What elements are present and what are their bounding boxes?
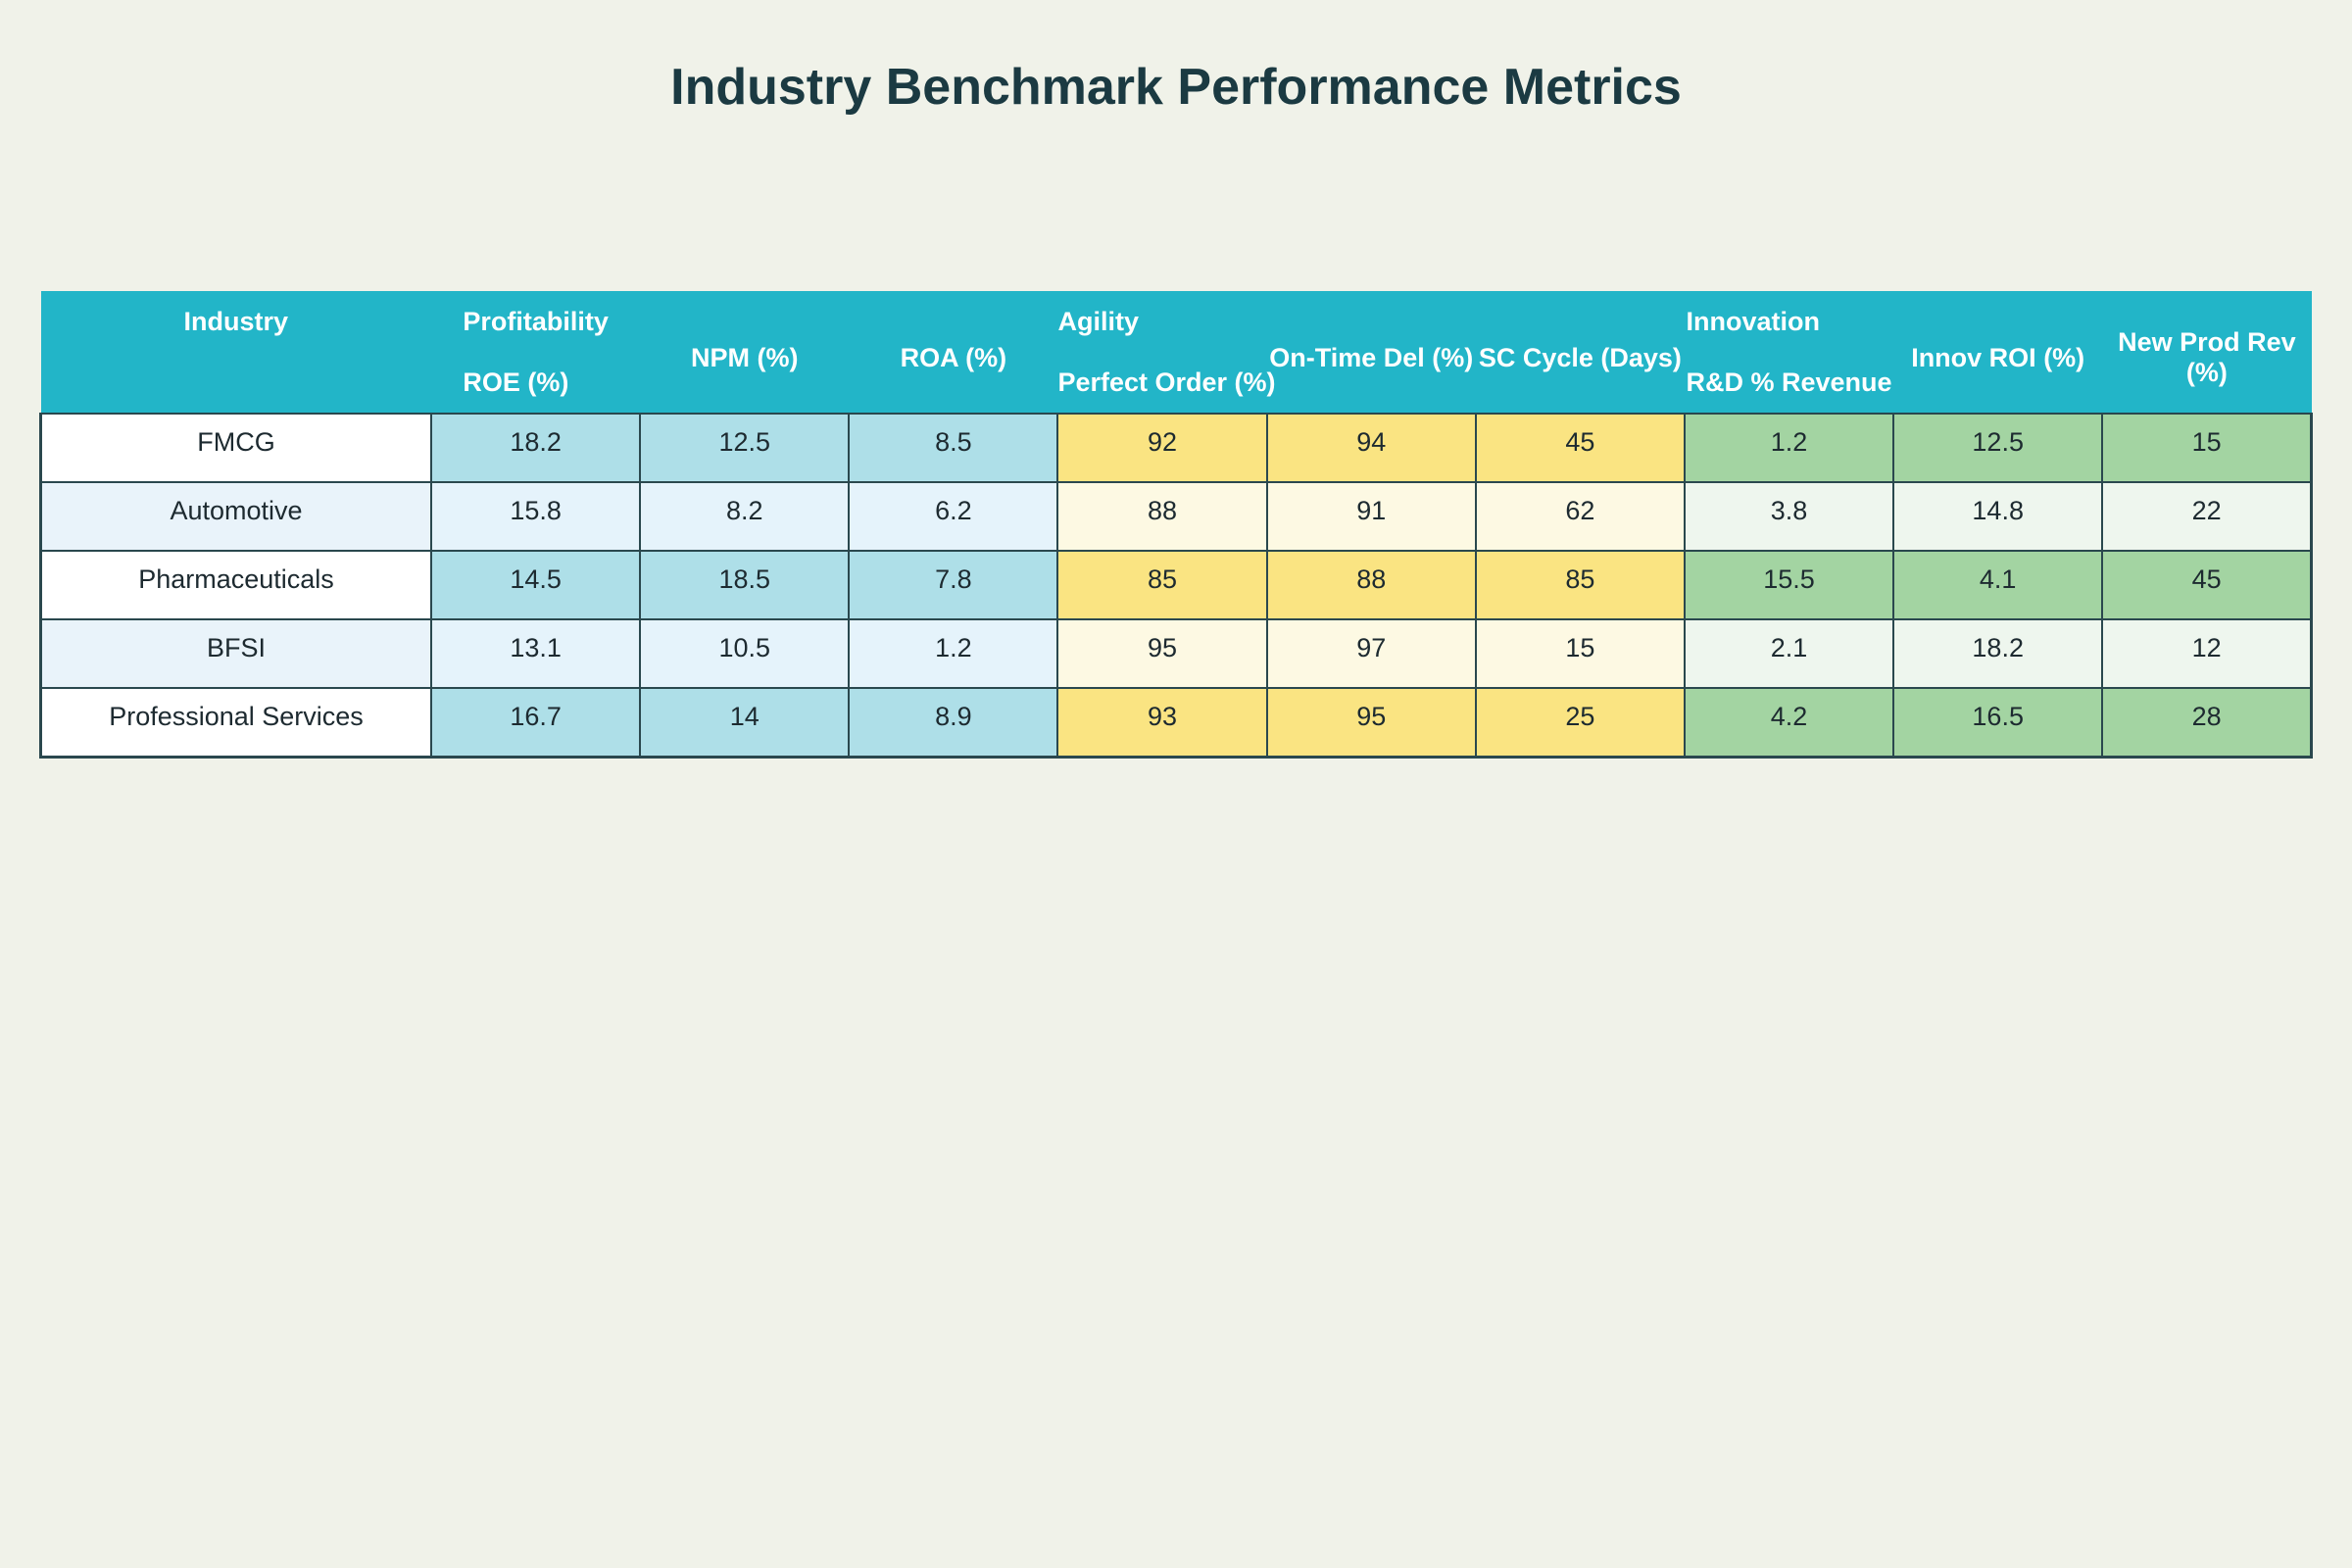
cell-roe: 15.8 (430, 481, 642, 552)
header-row: Industry Profitability ROE (%) NPM (%) RO… (40, 291, 2312, 414)
col-header-roa: ROA (%) (849, 291, 1058, 414)
cell-roe: 18.2 (430, 413, 642, 483)
cell-innov-roi: 18.2 (1892, 618, 2104, 689)
cell-roe: 16.7 (430, 687, 642, 759)
cell-perfect-order: 88 (1056, 481, 1268, 552)
cell-new-prod-rev: 28 (2101, 687, 2314, 759)
cell-new-prod-rev: 22 (2101, 481, 2314, 552)
cell-sc-cycle: 62 (1474, 481, 1686, 552)
col-header-new-prod-rev: New Prod Rev (%) (2102, 291, 2312, 414)
cell-roa: 8.9 (848, 687, 1059, 759)
col-header-on-time-del: On-Time Del (%) (1266, 291, 1476, 414)
cell-perfect-order: 93 (1056, 687, 1268, 759)
header-sub-label: R&D % Revenue (1686, 368, 1892, 397)
page-title: Industry Benchmark Performance Metrics (670, 59, 1682, 116)
cell-innov-roi: 16.5 (1892, 687, 2104, 759)
cell-roa: 8.5 (848, 413, 1059, 483)
table-row-pharmaceuticals: Pharmaceuticals 14.5 18.5 7.8 85 88 85 1… (39, 550, 2314, 620)
cell-perfect-order: 92 (1056, 413, 1268, 483)
cell-industry-name: BFSI (39, 618, 433, 689)
cell-industry-name: Pharmaceuticals (39, 550, 433, 620)
benchmark-table: Industry Profitability ROE (%) NPM (%) RO… (39, 291, 2314, 759)
cell-npm: 10.5 (639, 618, 851, 689)
col-header-perfect-order: Agility Perfect Order (%) (1057, 291, 1276, 414)
header-sub-label: Perfect Order (%) (1057, 368, 1276, 397)
cell-rd-revenue: 2.1 (1683, 618, 1895, 689)
cell-on-time-del: 97 (1265, 618, 1477, 689)
cell-on-time-del: 95 (1265, 687, 1477, 759)
cell-perfect-order: 85 (1056, 550, 1268, 620)
cell-industry-name: Automotive (39, 481, 433, 552)
cell-roe: 14.5 (430, 550, 642, 620)
cell-sc-cycle: 15 (1474, 618, 1686, 689)
cell-npm: 8.2 (639, 481, 851, 552)
cell-rd-revenue: 1.2 (1683, 413, 1895, 483)
cell-on-time-del: 91 (1265, 481, 1477, 552)
cell-npm: 14 (639, 687, 851, 759)
cell-roe: 13.1 (430, 618, 642, 689)
header-group-label: Agility (1057, 307, 1139, 336)
cell-new-prod-rev: 12 (2101, 618, 2314, 689)
col-header-industry: Industry (40, 291, 432, 414)
cell-npm: 18.5 (639, 550, 851, 620)
cell-new-prod-rev: 45 (2101, 550, 2314, 620)
col-header-npm: NPM (%) (640, 291, 850, 414)
cell-rd-revenue: 3.8 (1683, 481, 1895, 552)
cell-new-prod-rev: 15 (2101, 413, 2314, 483)
cell-on-time-del: 88 (1265, 550, 1477, 620)
cell-roa: 7.8 (848, 550, 1059, 620)
cell-rd-revenue: 15.5 (1683, 550, 1895, 620)
cell-npm: 12.5 (639, 413, 851, 483)
cell-sc-cycle: 85 (1474, 550, 1686, 620)
table-row-bfsi: BFSI 13.1 10.5 1.2 95 97 15 2.1 18.2 12 (39, 618, 2314, 689)
header-group-label: Innovation (1686, 307, 1821, 336)
col-header-innov-roi: Innov ROI (%) (1893, 291, 2103, 414)
cell-innov-roi: 14.8 (1892, 481, 2104, 552)
header-sub-label: ROE (%) (463, 368, 569, 397)
header-group-label: Profitability (463, 307, 609, 336)
cell-innov-roi: 4.1 (1892, 550, 2104, 620)
cell-innov-roi: 12.5 (1892, 413, 2104, 483)
cell-perfect-order: 95 (1056, 618, 1268, 689)
cell-roa: 6.2 (848, 481, 1059, 552)
col-header-sc-cycle: SC Cycle (Days) (1475, 291, 1685, 414)
cell-on-time-del: 94 (1265, 413, 1477, 483)
col-header-roe: Profitability ROE (%) (431, 291, 641, 414)
table-row-professional-services: Professional Services 16.7 14 8.9 93 95 … (39, 687, 2314, 759)
header-group-label: Industry (183, 307, 289, 336)
header-sub-label (184, 352, 289, 413)
cell-sc-cycle: 25 (1474, 687, 1686, 759)
cell-industry-name: Professional Services (39, 687, 433, 759)
cell-roa: 1.2 (848, 618, 1059, 689)
table-row-fmcg: FMCG 18.2 12.5 8.5 92 94 45 1.2 12.5 15 (39, 413, 2314, 483)
cell-industry-name: FMCG (39, 413, 433, 483)
table-row-automotive: Automotive 15.8 8.2 6.2 88 91 62 3.8 14.… (39, 481, 2314, 552)
cell-sc-cycle: 45 (1474, 413, 1686, 483)
col-header-rd-revenue: Innovation R&D % Revenue (1684, 291, 1894, 414)
cell-rd-revenue: 4.2 (1683, 687, 1895, 759)
